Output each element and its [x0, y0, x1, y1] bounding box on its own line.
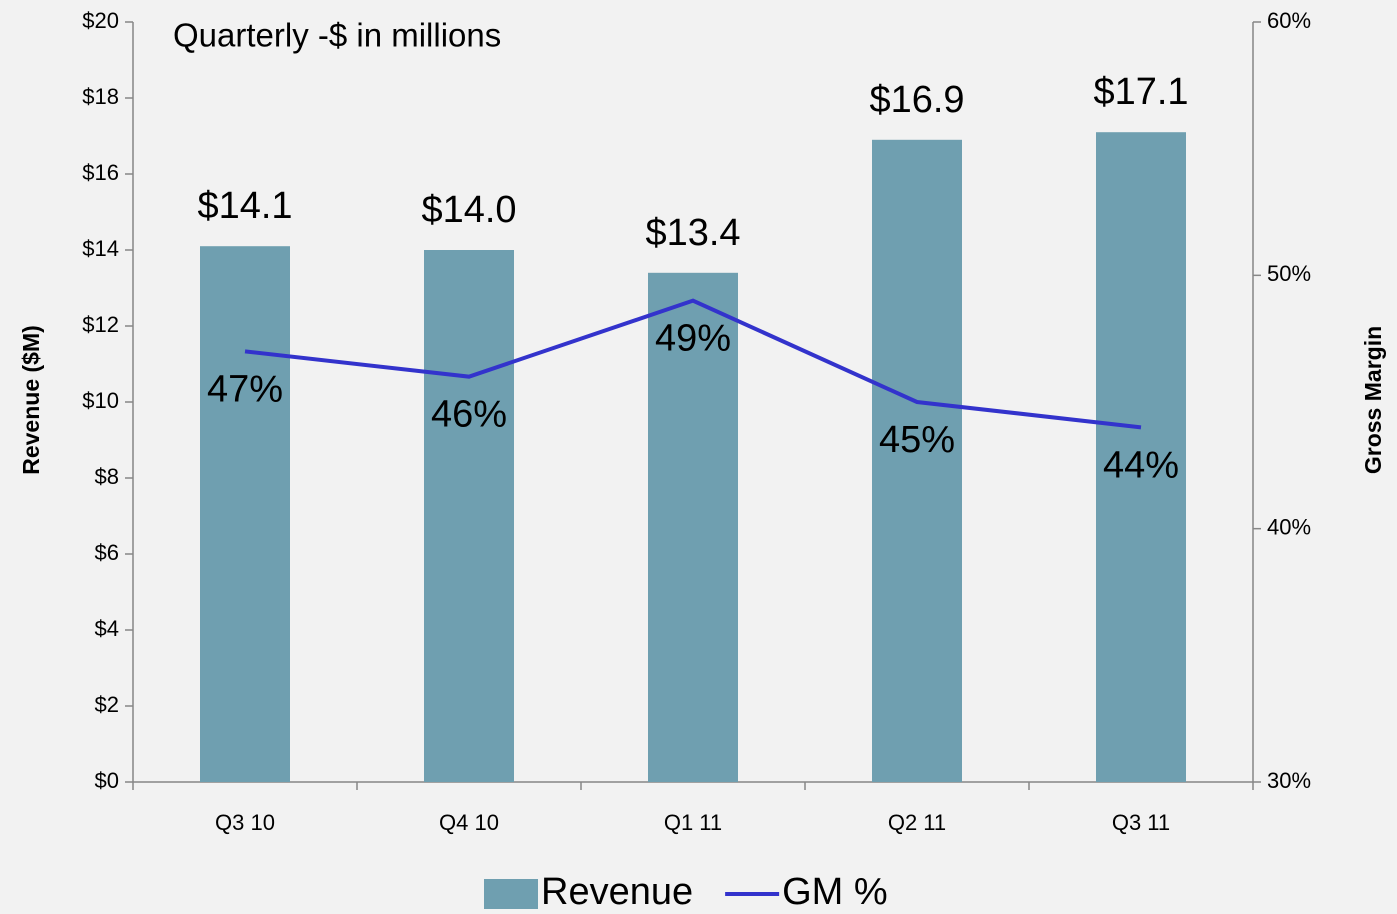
y2-tick-label: 60% [1267, 8, 1311, 33]
x-tick-label: Q2 11 [888, 810, 946, 835]
bar [424, 250, 514, 782]
bar-value-label: $13.4 [645, 212, 740, 254]
bar-value-label: $17.1 [1093, 71, 1188, 113]
y-tick-label: $4 [95, 616, 119, 641]
line-value-label: 46% [431, 394, 507, 436]
y-axis-label: Revenue ($M) [18, 325, 44, 475]
line-value-label: 45% [879, 419, 955, 461]
bar [648, 272, 738, 782]
bar [872, 139, 962, 783]
y2-axis-label: Gross Margin [1360, 326, 1386, 474]
legend-label: GM % [782, 871, 888, 913]
bar-value-label: $14.1 [197, 185, 292, 227]
y-tick-label: $14 [82, 236, 119, 261]
legend-swatch [484, 879, 538, 909]
y2-tick-label: 30% [1267, 768, 1311, 793]
bar-value-label: $16.9 [869, 79, 964, 121]
y-tick-label: $8 [95, 464, 119, 489]
line-value-label: 49% [655, 318, 731, 360]
bar-value-label: $14.0 [421, 189, 516, 231]
legend-label: Revenue [541, 871, 693, 913]
y-tick-label: $6 [95, 540, 119, 565]
y-tick-label: $0 [95, 768, 119, 793]
y2-tick-label: 40% [1267, 514, 1311, 539]
line-value-label: 47% [207, 368, 283, 410]
line-value-label: 44% [1103, 444, 1179, 486]
x-tick-label: Q4 10 [439, 810, 499, 835]
x-tick-label: Q3 10 [215, 810, 275, 835]
line [244, 298, 1142, 430]
y-tick-label: $18 [82, 84, 119, 109]
y2-tick-label: 50% [1267, 261, 1311, 286]
bar [200, 246, 290, 782]
y-tick-label: $16 [82, 160, 119, 185]
x-tick-label: Q1 11 [664, 810, 722, 835]
bar [1096, 132, 1186, 782]
y-tick-label: $20 [82, 8, 119, 33]
y-tick-label: $12 [82, 312, 119, 337]
y-tick-label: $2 [95, 692, 119, 717]
y-tick-label: $10 [82, 388, 119, 413]
x-tick-label: Q3 11 [1112, 810, 1170, 835]
chart-title: Quarterly -$ in millions [173, 17, 501, 54]
